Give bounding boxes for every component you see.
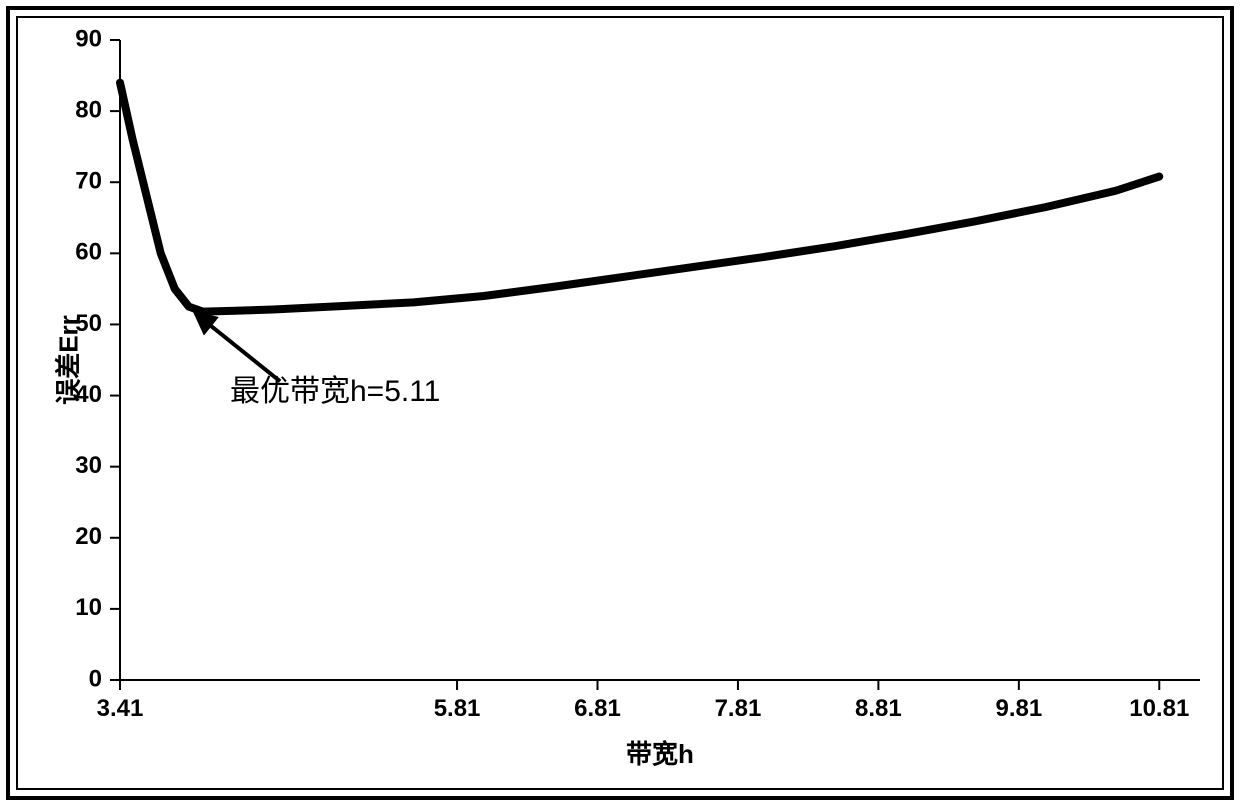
y-axis-label: 误差Err [48,315,85,405]
y-tick-label: 10 [75,594,102,621]
chart-area: 01020304050607080903.415.816.817.818.819… [0,0,1240,806]
x-axis-label: 带宽h [626,734,694,771]
error-curve [120,83,1159,312]
y-tick-label: 20 [75,523,102,550]
x-tick-label: 9.81 [995,695,1042,722]
y-tick-label: 60 [75,239,102,266]
x-tick-label: 3.41 [97,695,144,722]
y-tick-label: 90 [75,25,102,52]
y-tick-label: 30 [75,452,102,479]
x-tick-label: 10.81 [1129,695,1189,722]
x-tick-label: 6.81 [574,695,621,722]
line-chart: 01020304050607080903.415.816.817.818.819… [0,0,1240,806]
y-tick-label: 0 [89,665,102,692]
y-tick-label: 80 [75,96,102,123]
x-tick-label: 5.81 [434,695,481,722]
x-tick-label: 8.81 [855,695,902,722]
annotation-label: 最优带宽h=5.11 [230,366,440,410]
y-tick-label: 70 [75,168,102,195]
x-tick-label: 7.81 [715,695,762,722]
